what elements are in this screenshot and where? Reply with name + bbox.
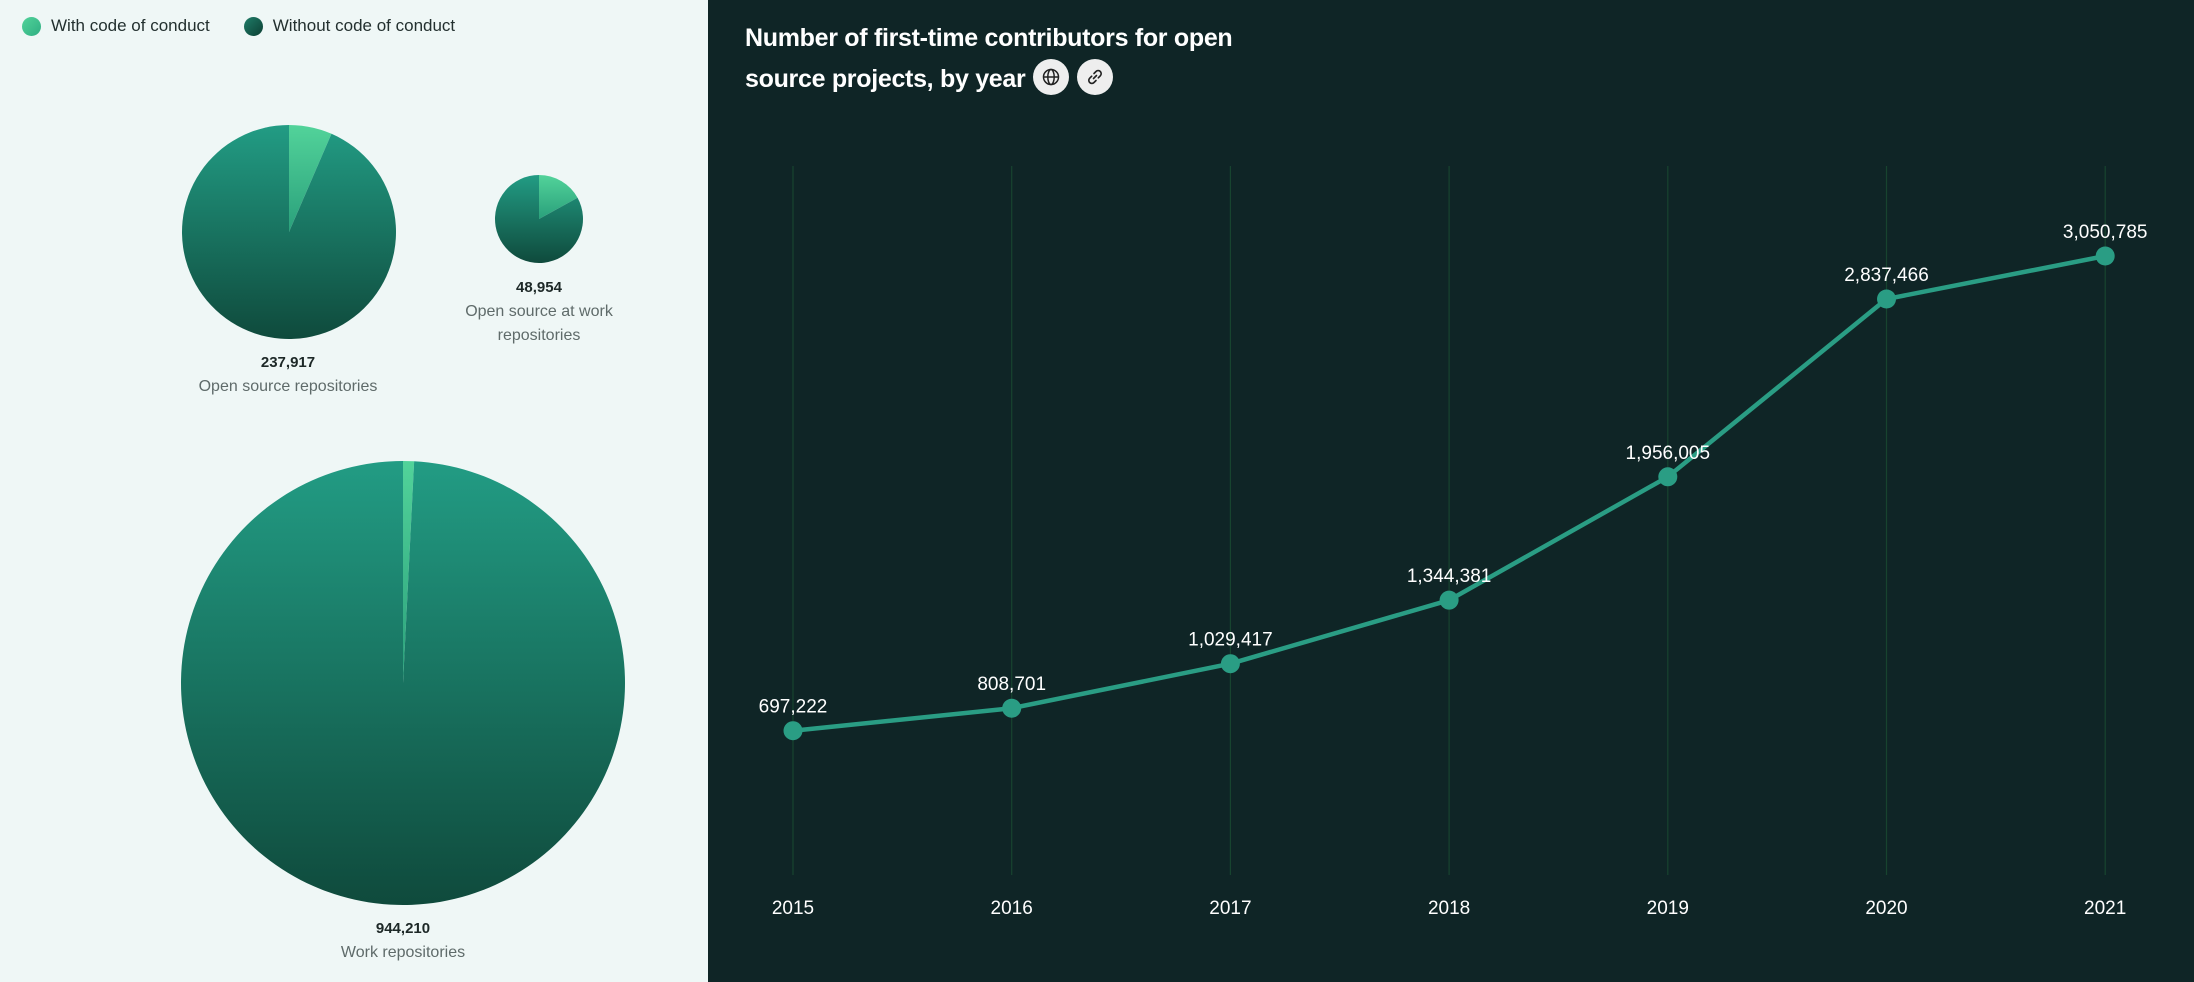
legend: With code of conduct Without code of con… — [22, 16, 455, 36]
data-label-2018: 1,344,381 — [1407, 566, 1492, 587]
line-chart-title-text: Number of first-time contributors for op… — [745, 24, 1233, 93]
data-point-2020[interactable] — [1877, 289, 1896, 309]
pie-slice-open-source-with[interactable] — [289, 125, 332, 232]
pie-open-source-work — [495, 174, 583, 263]
data-label-2017: 1,029,417 — [1188, 630, 1273, 651]
pie-label-work: 944,210 Work repositories — [283, 917, 523, 965]
pie-work — [181, 461, 626, 906]
x-tick-label-2018: 2018 — [1428, 898, 1470, 919]
pie-title-open-source-work: Open source at work repositories — [465, 303, 613, 344]
data-point-2019[interactable] — [1658, 467, 1678, 487]
pie-panel: With code of conduct Without code of con… — [0, 0, 708, 982]
pie-slice-open-source-without[interactable] — [181, 125, 396, 339]
x-tick-label-2021: 2021 — [2084, 898, 2126, 919]
data-label-2021: 3,050,785 — [2063, 222, 2148, 243]
data-label-2015: 697,222 — [759, 697, 828, 718]
line-chart-panel — [708, 0, 2194, 982]
pie-value-open-source-work: 48,954 — [516, 279, 562, 296]
legend-swatch-without — [243, 16, 263, 36]
data-point-2016[interactable] — [1002, 698, 1022, 718]
pie-label-open-source: 237,917 Open source repositories — [168, 351, 408, 399]
pie-slice-work-with[interactable] — [403, 461, 415, 683]
x-tick-label-2016: 2016 — [991, 898, 1033, 919]
pie-open-source — [181, 125, 396, 339]
legend-item-with[interactable]: With code of conduct — [22, 16, 210, 36]
data-point-2017[interactable] — [1220, 654, 1240, 674]
pie-label-open-source-work: 48,954 Open source at work repositories — [448, 276, 630, 348]
pie-slice-open-source-work-with[interactable] — [539, 174, 578, 219]
pie-title-work: Work repositories — [340, 944, 466, 961]
x-tick-label-2019: 2019 — [1647, 898, 1689, 919]
x-tick-label-2017: 2017 — [1209, 898, 1251, 919]
legend-swatch-with — [22, 16, 41, 36]
x-tick-label-2015: 2015 — [772, 898, 814, 919]
globe-icon[interactable] — [1033, 59, 1070, 96]
legend-item-without[interactable]: Without code of conduct — [243, 16, 456, 36]
data-point-2018[interactable] — [1439, 590, 1459, 610]
data-label-2019: 1,956,005 — [1626, 443, 1711, 464]
pie-value-work: 944,210 — [375, 920, 431, 937]
pie-slice-work-without[interactable] — [181, 461, 626, 906]
line-chart-title: Number of first-time contributors for op… — [745, 18, 1305, 100]
link-icon[interactable] — [1077, 59, 1114, 96]
pie-title-open-source: Open source repositories — [198, 378, 378, 395]
data-point-2021[interactable] — [2095, 246, 2115, 266]
legend-label-without: Without code of conduct — [272, 16, 456, 35]
x-tick-label-2020: 2020 — [1865, 898, 1907, 919]
legend-label-with: With code of conduct — [51, 16, 210, 35]
data-point-2015[interactable] — [783, 721, 803, 741]
pie-value-open-source: 237,917 — [260, 354, 316, 371]
data-label-2016: 808,701 — [977, 674, 1046, 695]
pie-charts — [181, 125, 626, 906]
pie-slice-open-source-work-without[interactable] — [495, 175, 583, 263]
data-label-2020: 2,837,466 — [1844, 265, 1929, 286]
